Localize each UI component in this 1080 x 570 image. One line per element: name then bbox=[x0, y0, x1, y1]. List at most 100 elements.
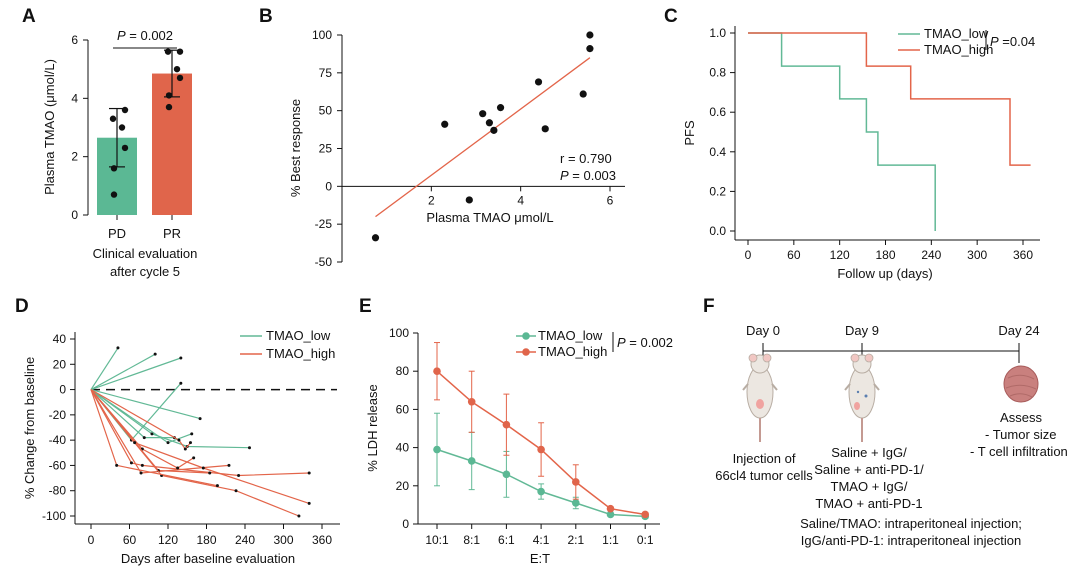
panel-label-a: A bbox=[22, 6, 36, 27]
a-y-tick-label: 6 bbox=[71, 33, 78, 47]
e-legend-marker bbox=[522, 332, 530, 340]
d-patient-point bbox=[215, 484, 219, 488]
d-patient-point bbox=[116, 346, 120, 350]
c-x-tick-label: 180 bbox=[875, 248, 895, 262]
c-x-label: Follow up (days) bbox=[837, 266, 932, 281]
c-y-tick-label: 0.4 bbox=[709, 145, 726, 159]
b-data-point bbox=[479, 110, 487, 118]
treatment-line-4: TMAO + anti-PD-1 bbox=[815, 496, 922, 511]
panel-b-scatter-chart: -50 -25 0 25 50 75 100 2 4 6 Plasma TMAO μmol/L % B… bbox=[288, 28, 625, 269]
d-patient-point bbox=[166, 441, 170, 445]
b-data-point bbox=[465, 196, 473, 204]
a-data-point bbox=[110, 191, 118, 198]
b-y-label: % Best response bbox=[288, 99, 303, 197]
a-data-point bbox=[121, 144, 129, 152]
d-patient-point bbox=[176, 466, 180, 470]
d-x-tick-label: 300 bbox=[273, 533, 293, 547]
c-x-tick-label: 300 bbox=[967, 248, 987, 262]
b-y-tick-label: 100 bbox=[312, 28, 332, 42]
d-x-tick-label: 0 bbox=[88, 533, 95, 547]
panel-e-line-chart: 0 20 40 60 80 100 10:1 8:1 6:1 4:1 2:1 1:1 0:1 E:T % L… bbox=[365, 326, 673, 566]
b-data-point bbox=[496, 104, 505, 112]
day-24-label: Day 24 bbox=[998, 323, 1039, 338]
d-patient-point bbox=[307, 501, 311, 505]
e-x-tick-label: 10:1 bbox=[425, 533, 449, 547]
a-data-point bbox=[176, 48, 184, 55]
d-x-tick-label: 180 bbox=[196, 533, 216, 547]
d-patient-line bbox=[90, 353, 156, 391]
d-patient-point bbox=[153, 352, 157, 356]
treatment-line-1: Saline + IgG/ bbox=[831, 445, 907, 460]
d-patient-point bbox=[307, 471, 311, 475]
d-patient-point bbox=[190, 432, 194, 436]
e-p-value: P = 0.002 bbox=[617, 335, 673, 350]
treatment-line-3: TMAO + IgG/ bbox=[831, 479, 908, 494]
assess-line-2: - Tumor size bbox=[985, 427, 1057, 442]
d-x-label: Days after baseline evaluation bbox=[121, 551, 295, 566]
a-x-tick-label: PD bbox=[108, 226, 126, 241]
b-y-tick-label: 25 bbox=[319, 142, 333, 156]
a-data-point bbox=[165, 103, 173, 111]
a-y-tick-label: 2 bbox=[71, 150, 78, 164]
panel-label-c: C bbox=[664, 6, 678, 27]
d-patient-point bbox=[115, 463, 119, 467]
a-x-label-line2: after cycle 5 bbox=[110, 264, 180, 279]
b-y-tick-label: 75 bbox=[319, 66, 333, 80]
c-series-tmao-high bbox=[748, 32, 1031, 166]
e-series-point bbox=[433, 445, 441, 454]
d-patient-point bbox=[140, 463, 144, 467]
d-legend-label: TMAO_low bbox=[266, 328, 331, 343]
e-y-tick-label: 40 bbox=[396, 441, 410, 455]
b-p-value: P = 0.003 bbox=[560, 168, 616, 183]
panel-d-spider-chart: 40 20 0 -20 -40 -60 -80 -100 0 60 120 180 240 300 360 D… bbox=[22, 328, 340, 566]
d-patient-point bbox=[208, 471, 212, 475]
d-legend-label: TMAO_high bbox=[266, 346, 335, 361]
b-y-tick-label: 0 bbox=[325, 179, 332, 193]
d-y-tick-label: 40 bbox=[53, 332, 67, 346]
c-y-tick-label: 0.6 bbox=[709, 105, 726, 119]
e-series-point bbox=[537, 487, 545, 496]
a-y-tick-label: 4 bbox=[71, 91, 78, 105]
panel-label-f: F bbox=[703, 296, 715, 317]
d-patient-point bbox=[139, 471, 143, 475]
treatment-line-2: Saline + anti-PD-1/ bbox=[814, 462, 924, 477]
e-series-point bbox=[502, 420, 511, 429]
d-x-tick-label: 240 bbox=[235, 533, 255, 547]
e-y-tick-label: 60 bbox=[396, 402, 410, 416]
d-x-tick-label: 360 bbox=[312, 533, 332, 547]
e-x-label: E:T bbox=[530, 551, 550, 566]
panel-f-schematic: Day 0 Day 9 Day 24 bbox=[715, 323, 1068, 548]
a-data-point bbox=[109, 115, 117, 122]
b-data-point bbox=[586, 45, 594, 53]
e-x-tick-label: 0:1 bbox=[637, 533, 654, 547]
d-patient-line bbox=[90, 357, 181, 391]
b-y-tick-label: 50 bbox=[319, 104, 333, 118]
e-x-tick-label: 8:1 bbox=[463, 533, 480, 547]
route-line-1: Saline/TMAO: intraperitoneal injection; bbox=[800, 516, 1022, 531]
e-series-point bbox=[467, 397, 476, 406]
a-data-point bbox=[121, 106, 129, 114]
e-y-tick-label: 20 bbox=[396, 479, 410, 493]
d-patient-point bbox=[133, 441, 137, 445]
c-p-value: P =0.04 bbox=[990, 34, 1035, 49]
a-data-point bbox=[110, 165, 118, 172]
injection-line-2: 66cl4 tumor cells bbox=[715, 468, 813, 483]
d-patient-point bbox=[237, 474, 241, 478]
panel-a-bar-chart: 0 2 4 6 PD PR Clinical evaluation after cycle 5… bbox=[42, 28, 197, 279]
b-data-point bbox=[579, 90, 587, 98]
injection-line-1: Injection of bbox=[733, 451, 796, 466]
e-y-tick-label: 100 bbox=[389, 326, 409, 340]
d-patient-point bbox=[177, 438, 181, 442]
c-legend-label: TMAO_high bbox=[924, 42, 993, 57]
b-data-point bbox=[441, 120, 449, 128]
b-data-point bbox=[485, 119, 493, 127]
e-series-point bbox=[641, 510, 649, 519]
b-data-point bbox=[534, 78, 543, 86]
c-x-tick-label: 120 bbox=[830, 248, 850, 262]
e-y-tick-label: 0 bbox=[402, 517, 409, 531]
day-0-label: Day 0 bbox=[746, 323, 780, 338]
b-x-tick-label: 4 bbox=[517, 193, 524, 207]
b-y-tick-label: -50 bbox=[315, 255, 333, 269]
d-patient-point bbox=[188, 441, 192, 445]
